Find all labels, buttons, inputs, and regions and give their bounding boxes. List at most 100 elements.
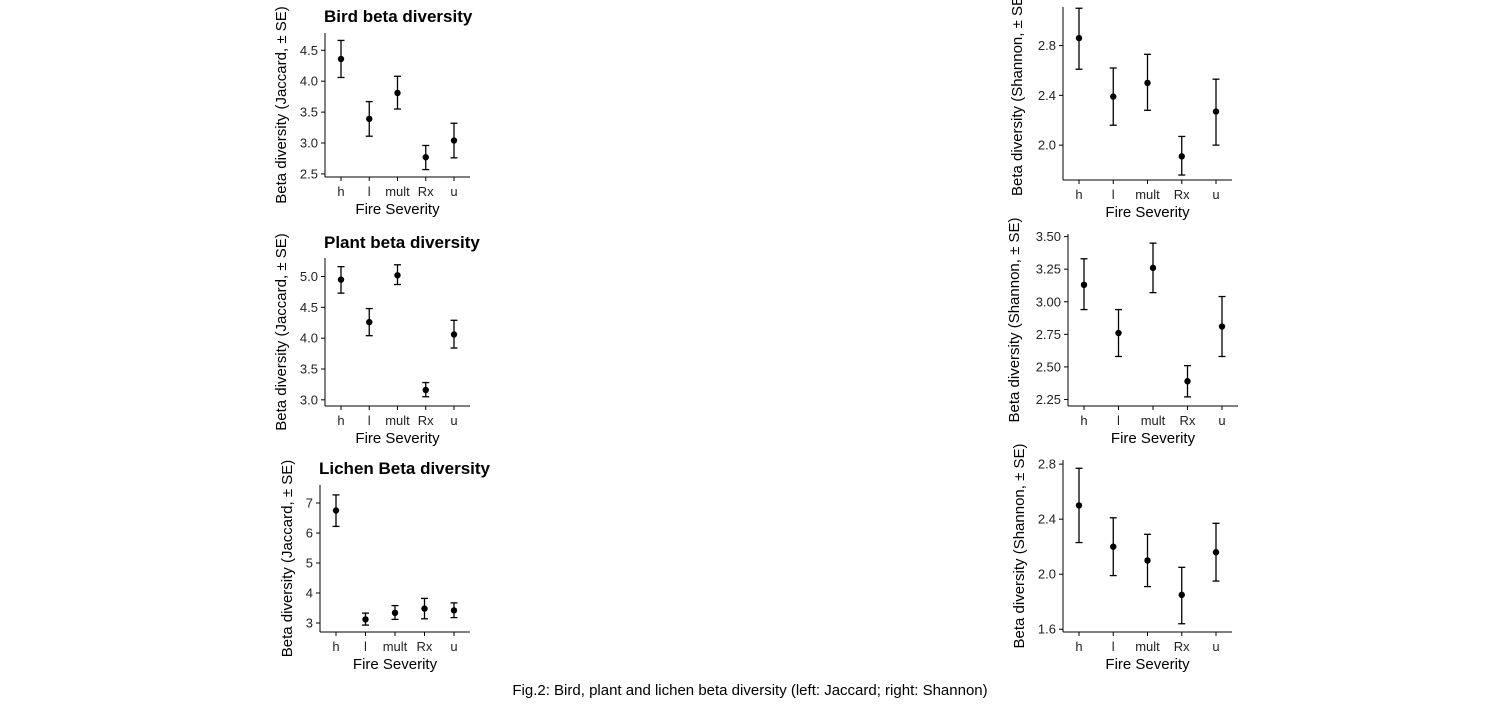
chart-title: Plant beta diversity	[324, 233, 480, 252]
data-point	[450, 137, 458, 144]
x-tick-label: u	[450, 639, 457, 654]
x-tick-label: u	[1218, 413, 1225, 428]
x-tick-label: h	[332, 639, 339, 654]
chart-panel-6: 1.6 2.0 2.4 2.8 h l mult Rx u Fire Severity Beta d…	[1011, 443, 1232, 673]
y-tick-label: 2.4	[1038, 88, 1056, 103]
y-tick-label: 1.6	[1038, 622, 1056, 637]
data-point	[362, 616, 369, 623]
chart-panel-2: 3.0 3.5 4.0 4.5 5.0 h l mult Rx u Fire Severity Bet…	[273, 233, 480, 447]
x-tick-label: u	[450, 413, 457, 428]
chart-title: Lichen Beta diversity	[319, 459, 491, 478]
x-axis-title: Fire Severity	[355, 430, 440, 447]
y-tick-label: 3.50	[1036, 229, 1061, 244]
y-tick-label: 7	[306, 496, 313, 511]
y-tick-label: 4.5	[300, 300, 318, 315]
figure-caption: Fig.2: Bird, plant and lichen beta diver…	[512, 682, 987, 699]
x-tick-label: l	[1112, 639, 1115, 654]
y-tick-label: 2.0	[1038, 567, 1056, 582]
y-axis-title: Beta diversity (Jaccard, ± SE)	[279, 460, 296, 657]
data-point	[1144, 557, 1151, 564]
data-point	[421, 605, 428, 612]
y-axis-title: Beta diversity (Shannon, ± SE)	[1011, 443, 1028, 648]
x-tick-label: Rx	[418, 413, 434, 428]
data-point	[394, 272, 401, 279]
x-tick-label: h	[1080, 413, 1087, 428]
x-tick-label: Rx	[418, 184, 434, 199]
chart-title: Bird beta diversity	[324, 7, 473, 26]
data-point	[366, 318, 373, 326]
y-tick-label: 3.5	[300, 105, 318, 120]
data-point	[394, 89, 401, 97]
x-tick-label: u	[450, 184, 457, 199]
x-tick-label: l	[368, 413, 371, 428]
chart-panel-4: 2.0 2.4 2.8 h l mult Rx u Fire Severity Beta dive…	[1009, 0, 1232, 221]
data-point	[1178, 153, 1185, 160]
x-tick-label: u	[1212, 187, 1219, 202]
x-axis-title: Fire Severity	[1111, 430, 1196, 447]
x-tick-label: mult	[1141, 413, 1166, 428]
chart-panel-3: 3 4 5 6 7 h l mult Rx u Fire Severity Beta diversit…	[279, 459, 491, 673]
data-point	[391, 609, 399, 616]
y-tick-label: 6	[306, 526, 313, 541]
y-tick-label: 2.5	[300, 166, 318, 181]
data-point	[450, 331, 458, 338]
x-tick-label: l	[1117, 413, 1120, 428]
data-point	[422, 386, 429, 394]
data-point	[337, 276, 345, 283]
x-tick-label: l	[1112, 187, 1115, 202]
y-axis-title: Beta diversity (Jaccard, ± SE)	[273, 233, 290, 430]
x-axis-title: Fire Severity	[1105, 656, 1190, 673]
x-tick-label: Rx	[1174, 639, 1190, 654]
x-tick-label: h	[337, 413, 344, 428]
x-tick-label: h	[1075, 639, 1082, 654]
y-axis-title: Beta diversity (Shannon, ± SE)	[1006, 217, 1023, 422]
data-point	[1115, 329, 1122, 337]
y-tick-label: 3.0	[300, 392, 318, 407]
x-axis-title: Fire Severity	[1105, 204, 1190, 221]
y-tick-label: 4.5	[300, 43, 318, 58]
y-tick-label: 5	[306, 556, 313, 571]
y-tick-label: 2.50	[1036, 359, 1061, 374]
y-tick-label: 4.0	[300, 74, 318, 89]
data-point	[1110, 93, 1117, 100]
y-tick-label: 3.00	[1036, 294, 1061, 309]
x-tick-label: mult	[1135, 639, 1160, 654]
y-tick-label: 2.8	[1038, 38, 1056, 53]
data-point	[1075, 502, 1083, 509]
x-tick-label: h	[337, 184, 344, 199]
y-tick-label: 2.0	[1038, 138, 1056, 153]
data-point	[422, 154, 429, 161]
y-tick-label: 2.75	[1036, 327, 1061, 342]
data-point	[1212, 548, 1220, 556]
y-tick-label: 5.0	[300, 269, 318, 284]
data-point	[1178, 591, 1185, 599]
data-point	[337, 55, 345, 63]
data-point	[1212, 108, 1220, 115]
data-point	[1144, 79, 1151, 87]
data-point	[366, 115, 373, 123]
y-axis-title: Beta diversity (Shannon, ± SE)	[1009, 0, 1026, 196]
x-axis-title: Fire Severity	[353, 656, 438, 673]
data-point	[1149, 264, 1157, 272]
x-tick-label: l	[364, 639, 367, 654]
data-point	[450, 607, 458, 614]
x-tick-label: Rx	[1180, 413, 1196, 428]
y-tick-label: 2.4	[1038, 512, 1056, 527]
y-tick-label: 3.5	[300, 362, 318, 377]
x-tick-label: l	[368, 184, 371, 199]
x-axis-title: Fire Severity	[355, 201, 440, 218]
x-tick-label: mult	[385, 413, 410, 428]
x-tick-label: Rx	[1174, 187, 1190, 202]
y-tick-label: 2.25	[1036, 392, 1061, 407]
data-point	[1080, 281, 1088, 289]
y-tick-label: 2.8	[1038, 457, 1056, 472]
data-point	[1184, 378, 1191, 385]
y-tick-label: 4	[306, 586, 313, 601]
chart-panel-1: 2.5 3.0 3.5 4.0 4.5 h l mult Rx u Fire Severity Bet…	[273, 6, 473, 218]
chart-panel-5: 2.25 2.50 2.75 3.00 3.25 3.50 h l mult Rx u Fire Se…	[1006, 217, 1238, 447]
x-tick-label: mult	[383, 639, 408, 654]
y-tick-label: 3.0	[300, 136, 318, 151]
data-point	[332, 507, 340, 514]
